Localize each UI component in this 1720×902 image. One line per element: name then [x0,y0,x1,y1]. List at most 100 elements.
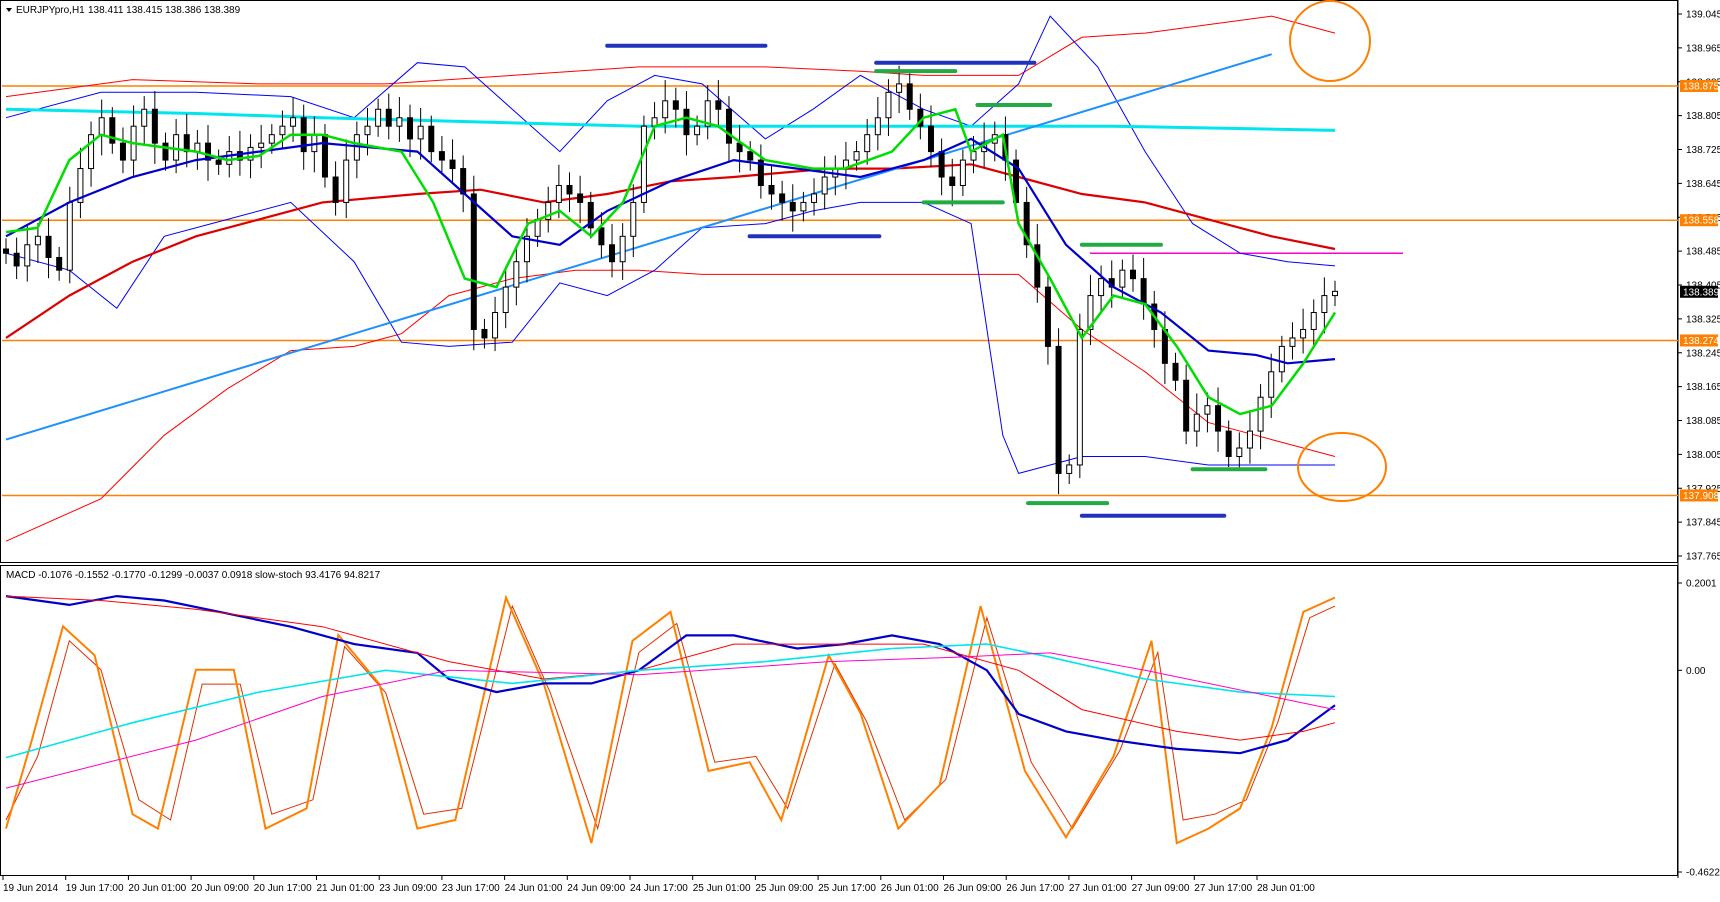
candle[interactable] [789,184,796,232]
candle[interactable] [906,73,913,120]
candle[interactable] [1044,273,1051,365]
candle[interactable] [811,178,818,216]
candle[interactable] [258,124,265,169]
candle[interactable] [959,149,966,197]
candle[interactable] [704,85,711,140]
candle[interactable] [609,224,616,278]
candle[interactable] [321,124,328,188]
candle[interactable] [1034,224,1041,303]
candle[interactable] [1246,410,1253,464]
candle[interactable] [917,93,924,140]
candle[interactable] [874,96,881,151]
candle[interactable] [1129,254,1136,292]
candle[interactable] [949,158,956,207]
candle[interactable] [896,65,903,114]
candle[interactable] [1278,335,1285,383]
candle[interactable] [183,113,190,168]
candle[interactable] [1098,265,1105,314]
candle[interactable] [119,127,126,174]
candle[interactable] [13,237,20,280]
candle[interactable] [747,141,754,171]
candle[interactable] [417,108,424,160]
candle[interactable] [683,91,690,156]
annotation-circle-bottom[interactable] [1297,432,1387,502]
candle[interactable] [1087,274,1094,346]
candle[interactable] [566,172,573,213]
candle[interactable] [640,115,647,214]
candle[interactable] [141,96,148,145]
candle[interactable] [407,104,414,158]
candle[interactable] [215,149,222,175]
candle[interactable] [598,212,605,258]
candle[interactable] [513,248,520,306]
candle[interactable] [375,98,382,137]
candle[interactable] [1310,299,1317,348]
candle[interactable] [545,186,552,233]
candle[interactable] [587,191,594,239]
candle[interactable] [1140,257,1147,320]
candle[interactable] [619,223,626,280]
candle[interactable] [1236,432,1243,470]
candle[interactable] [481,318,488,349]
candle[interactable] [470,175,477,351]
candle[interactable] [300,104,307,170]
candle[interactable] [757,144,764,199]
candle[interactable] [864,119,871,165]
indicator-panel[interactable] [5,594,1336,845]
candle[interactable] [1300,308,1307,354]
candle[interactable] [800,191,807,222]
candle[interactable] [385,93,392,140]
collapse-triangle-icon[interactable] [6,8,12,12]
candle[interactable] [725,96,732,162]
candle[interactable] [449,139,456,185]
candle[interactable] [98,99,105,156]
annotation-circle-top[interactable] [1289,0,1371,82]
candle[interactable] [45,218,52,279]
candle[interactable] [3,238,9,264]
candle[interactable] [853,141,860,171]
candle[interactable] [1183,364,1190,445]
candle[interactable] [1215,387,1222,452]
candle[interactable] [1023,186,1030,258]
candle[interactable] [768,164,775,210]
candle[interactable] [1193,393,1200,447]
candle[interactable] [396,96,403,142]
candle[interactable] [715,80,722,125]
candle[interactable] [842,141,849,190]
candle[interactable] [1161,311,1168,385]
candle[interactable] [24,224,31,282]
candle[interactable] [77,147,84,219]
candle[interactable] [1055,328,1062,495]
candle[interactable] [205,124,212,181]
candle[interactable] [938,138,945,196]
candle[interactable] [1289,322,1296,360]
candle[interactable] [56,246,63,281]
candle[interactable] [1257,384,1264,450]
candle[interactable] [162,132,169,171]
candle[interactable] [1225,420,1232,468]
candle[interactable] [130,105,137,176]
candle[interactable] [1332,280,1338,307]
candle[interactable] [1172,352,1179,391]
candle[interactable] [555,164,562,219]
candle[interactable] [630,184,637,258]
candle[interactable] [173,119,180,174]
candle[interactable] [577,175,584,224]
price-panel[interactable] [2,0,1678,542]
candle[interactable] [492,296,499,352]
candle[interactable] [343,139,350,219]
candle[interactable] [821,156,828,210]
candle[interactable] [194,130,201,170]
candle[interactable] [779,180,786,221]
candle[interactable] [1321,277,1328,334]
candle[interactable] [502,266,509,329]
candle[interactable] [832,155,839,196]
candle[interactable] [460,155,467,213]
candle[interactable] [151,91,158,164]
candle[interactable] [332,161,339,216]
candle[interactable] [428,115,435,163]
candle[interactable] [438,135,445,174]
candle[interactable] [109,107,116,154]
